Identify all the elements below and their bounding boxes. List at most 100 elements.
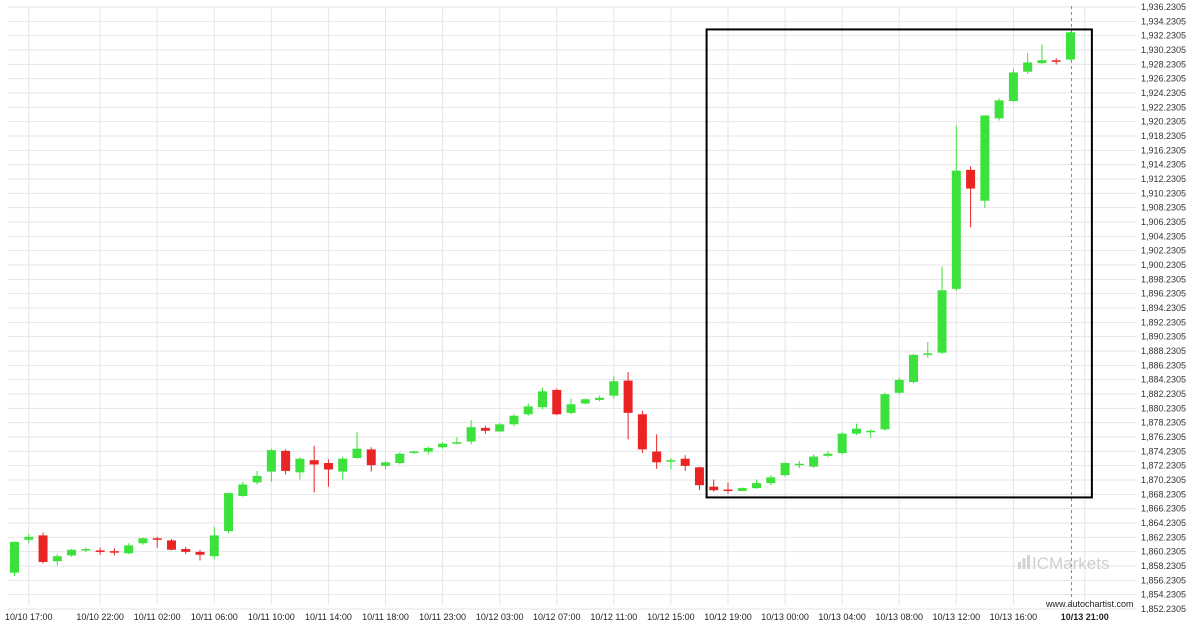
candle-body xyxy=(395,453,405,464)
candle-body xyxy=(509,415,519,425)
candle-body xyxy=(338,458,348,472)
candle xyxy=(409,450,419,454)
x-tick-label: 10/13 12:00 xyxy=(933,612,981,622)
y-axis: 1,852.2305 1,854.2305 1,856.2305 1,858.2305… xyxy=(1141,2,1186,614)
y-tick-label: 1,880.2305 xyxy=(1141,403,1186,413)
candle xyxy=(894,377,904,395)
candle-body xyxy=(637,414,647,450)
candle-body xyxy=(566,404,576,413)
candle-body xyxy=(466,427,476,442)
candle xyxy=(609,376,619,399)
candle-body xyxy=(1065,32,1075,60)
candle-body xyxy=(1008,72,1018,102)
candle xyxy=(238,481,248,497)
candle xyxy=(1023,53,1033,74)
y-tick-label: 1,870.2305 xyxy=(1141,475,1186,485)
x-tick-label: 10/11 10:00 xyxy=(248,612,295,622)
x-axis: 10/10 17:00 10/10 22:00 10/11 02:00 10/11 0… xyxy=(5,612,1109,622)
candle-body xyxy=(109,551,119,553)
y-tick-label: 1,856.2305 xyxy=(1141,575,1186,585)
candle-body xyxy=(580,399,590,404)
candle xyxy=(266,448,276,482)
y-tick-label: 1,922.2305 xyxy=(1141,102,1186,112)
candle xyxy=(794,460,804,469)
candle xyxy=(866,429,876,438)
watermark-url: www.autochartist.com xyxy=(1045,599,1134,609)
candle-body xyxy=(438,443,448,448)
candle xyxy=(81,547,91,552)
candle-body xyxy=(937,290,947,353)
y-tick-label: 1,894.2305 xyxy=(1141,303,1186,313)
candle-body xyxy=(837,433,847,453)
candle xyxy=(195,549,205,561)
candle-body xyxy=(381,462,391,466)
candle xyxy=(452,437,462,445)
y-tick-label: 1,864.2305 xyxy=(1141,518,1186,528)
candle-body xyxy=(295,458,305,473)
y-tick-label: 1,866.2305 xyxy=(1141,504,1186,514)
candle xyxy=(752,479,762,489)
candle xyxy=(980,115,990,208)
candle xyxy=(523,403,533,416)
candle xyxy=(1037,44,1047,64)
y-tick-label: 1,878.2305 xyxy=(1141,418,1186,428)
candle xyxy=(951,125,961,292)
candle-body xyxy=(709,486,719,491)
candle-body xyxy=(909,354,919,383)
candle-body xyxy=(252,475,262,483)
y-tick-label: 1,928.2305 xyxy=(1141,59,1186,69)
candle xyxy=(680,455,690,471)
y-tick-label: 1,932.2305 xyxy=(1141,31,1186,41)
candle-body xyxy=(780,463,790,476)
candle xyxy=(381,460,391,469)
candle xyxy=(24,533,34,544)
y-tick-label: 1,916.2305 xyxy=(1141,145,1186,155)
candle-body xyxy=(124,545,134,554)
y-tick-label: 1,912.2305 xyxy=(1141,174,1186,184)
candle-body xyxy=(52,556,62,562)
candles xyxy=(10,31,1075,577)
candle-body xyxy=(951,170,961,289)
candle-body xyxy=(652,451,662,463)
candle xyxy=(124,543,134,555)
candle xyxy=(737,487,747,491)
y-tick-label: 1,930.2305 xyxy=(1141,45,1186,55)
candle-body xyxy=(966,169,976,189)
candle xyxy=(438,442,448,449)
y-tick-label: 1,898.2305 xyxy=(1141,274,1186,284)
x-tick-label: 10/11 23:00 xyxy=(419,612,466,622)
candle-body xyxy=(309,460,319,465)
candle-body xyxy=(980,115,990,201)
candle-body xyxy=(766,477,776,484)
candle-body xyxy=(38,535,48,562)
candle-body xyxy=(152,538,162,540)
candle-body xyxy=(323,463,333,470)
candle xyxy=(1008,68,1018,102)
y-tick-label: 1,860.2305 xyxy=(1141,547,1186,557)
y-tick-label: 1,896.2305 xyxy=(1141,289,1186,299)
candle-body xyxy=(737,488,747,491)
candle xyxy=(851,423,861,436)
candle xyxy=(566,398,576,415)
y-tick-label: 1,920.2305 xyxy=(1141,117,1186,127)
candle xyxy=(338,456,348,480)
candle xyxy=(10,541,19,577)
y-tick-label: 1,918.2305 xyxy=(1141,131,1186,141)
candle xyxy=(309,445,319,493)
candle xyxy=(224,492,234,534)
candle xyxy=(766,475,776,486)
y-tick-label: 1,862.2305 xyxy=(1141,532,1186,542)
candle xyxy=(95,547,105,555)
candle xyxy=(637,410,647,453)
candle xyxy=(537,387,547,410)
candle-body xyxy=(794,463,804,466)
candle xyxy=(166,538,176,551)
candle xyxy=(495,422,505,433)
candle xyxy=(509,414,519,427)
y-tick-label: 1,882.2305 xyxy=(1141,389,1186,399)
y-tick-label: 1,868.2305 xyxy=(1141,489,1186,499)
y-tick-label: 1,902.2305 xyxy=(1141,246,1186,256)
candle-body xyxy=(666,460,676,462)
candle xyxy=(366,447,376,472)
